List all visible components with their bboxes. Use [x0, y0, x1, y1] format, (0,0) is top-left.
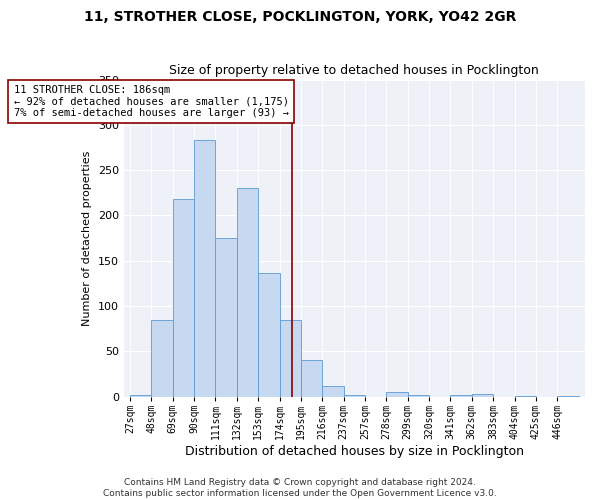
- Bar: [151, 320, 173, 397]
- Text: 11 STROTHER CLOSE: 186sqm
← 92% of detached houses are smaller (1,175)
7% of sem: 11 STROTHER CLOSE: 186sqm ← 92% of detac…: [14, 85, 289, 118]
- Title: Size of property relative to detached houses in Pocklington: Size of property relative to detached ho…: [169, 64, 539, 77]
- Text: 11, STROTHER CLOSE, POCKLINGTON, YORK, YO42 2GR: 11, STROTHER CLOSE, POCKLINGTON, YORK, Y…: [84, 10, 516, 24]
- Y-axis label: Number of detached properties: Number of detached properties: [82, 150, 92, 326]
- X-axis label: Distribution of detached houses by size in Pocklington: Distribution of detached houses by size …: [185, 444, 524, 458]
- Text: Contains HM Land Registry data © Crown copyright and database right 2024.
Contai: Contains HM Land Registry data © Crown c…: [103, 478, 497, 498]
- Bar: [344, 395, 365, 397]
- Bar: [301, 360, 322, 397]
- Bar: [173, 199, 194, 397]
- Bar: [515, 396, 536, 397]
- Bar: [237, 188, 258, 397]
- Bar: [258, 272, 280, 397]
- Bar: [194, 140, 215, 397]
- Bar: [451, 395, 472, 397]
- Bar: [386, 392, 408, 397]
- Bar: [322, 386, 344, 397]
- Bar: [408, 395, 429, 397]
- Bar: [280, 320, 301, 397]
- Bar: [557, 396, 578, 397]
- Bar: [472, 394, 493, 397]
- Bar: [215, 238, 237, 397]
- Bar: [130, 395, 151, 397]
